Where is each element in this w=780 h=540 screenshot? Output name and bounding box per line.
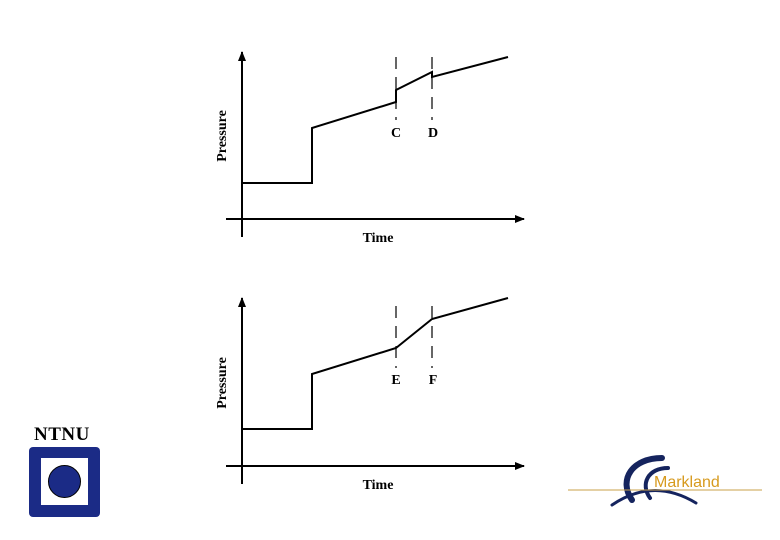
marker-label-d: D [428, 126, 438, 141]
markland-logo-text: Markland [654, 474, 720, 491]
x-axis-label: Time [363, 231, 394, 246]
y-axis-label: Pressure [215, 357, 230, 409]
markland-logo: Markland [568, 455, 762, 507]
ntnu-logo-text: NTNU [34, 424, 90, 445]
pressure-diagram-1: C D Pressure Time [215, 51, 525, 246]
marker-label-c: C [391, 126, 401, 141]
pressure-curve [242, 297, 509, 430]
marker-label-f: F [429, 373, 438, 388]
y-axis-label: Pressure [215, 110, 230, 162]
pressure-diagram-2: E F Pressure Time [215, 297, 525, 493]
ntnu-logo [29, 447, 100, 517]
pressure-curve [242, 56, 509, 184]
marker-label-e: E [391, 373, 400, 388]
x-axis-label: Time [363, 478, 394, 493]
ntnu-logo-circle [48, 465, 81, 498]
